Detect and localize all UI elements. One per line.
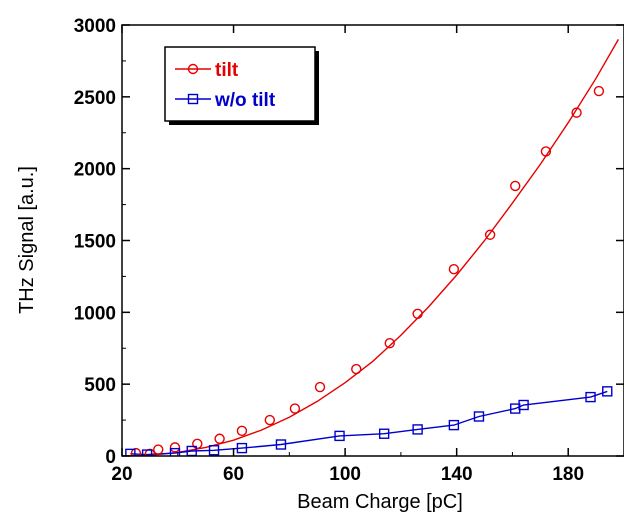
x-axis-title: Beam Charge [pC] <box>297 491 463 513</box>
data-point <box>141 449 153 456</box>
y-tick-label: 0 <box>105 447 116 468</box>
x-tick-label: 180 <box>552 464 584 485</box>
data-point <box>518 399 529 411</box>
y-tick-label: 500 <box>84 375 116 396</box>
data-point <box>214 433 225 444</box>
data-point <box>192 438 203 449</box>
data-point <box>169 442 181 453</box>
y-tick-label: 3000 <box>74 16 116 37</box>
data-point <box>275 439 287 450</box>
data-point <box>236 425 248 437</box>
data-point <box>585 391 596 403</box>
y-tick-label: 1500 <box>74 232 116 253</box>
data-point <box>448 419 460 431</box>
x-tick-label: 60 <box>223 464 244 485</box>
data-point <box>448 264 460 275</box>
data-point <box>378 428 390 439</box>
data-point <box>144 448 156 456</box>
data-point <box>130 447 142 456</box>
data-point <box>593 85 605 97</box>
y-tick-label: 2500 <box>74 88 116 109</box>
data-point <box>473 411 485 422</box>
x-tick-label: 140 <box>441 464 473 485</box>
legend-marker <box>187 63 199 75</box>
data-point <box>153 444 164 455</box>
data-point <box>412 424 423 435</box>
x-tick-label: 20 <box>111 464 132 485</box>
data-point <box>602 386 613 397</box>
series-markers <box>125 85 613 456</box>
legend-marker <box>187 93 199 105</box>
legend-box <box>164 46 316 122</box>
legend-label: w/o tilt <box>214 90 276 111</box>
data-point <box>208 445 220 456</box>
y-tick-label: 1000 <box>74 303 116 324</box>
data-point <box>314 381 326 393</box>
y-tick-label: 2000 <box>74 160 116 181</box>
legend-label: tilt <box>215 60 239 81</box>
series-line-0 <box>122 39 620 456</box>
data-point <box>484 229 496 240</box>
data-point <box>571 107 582 118</box>
data-point <box>384 338 395 349</box>
data-point <box>540 146 552 157</box>
axes: 0 500 1000 1500 2000 2500 3000 20 60 100 140 180 <box>74 16 624 485</box>
data-point <box>125 448 136 456</box>
data-point <box>169 447 181 456</box>
data-point <box>334 430 345 442</box>
y-axis-title: THz Signal [a.u.] <box>16 166 38 314</box>
data-point <box>412 308 423 319</box>
data-point <box>289 403 301 414</box>
legend: tilt w/o tilt <box>164 46 319 125</box>
data-point <box>264 414 276 426</box>
data-point <box>510 180 521 192</box>
data-point <box>351 363 362 375</box>
x-tick-label: 100 <box>329 464 361 485</box>
data-point <box>236 442 248 454</box>
